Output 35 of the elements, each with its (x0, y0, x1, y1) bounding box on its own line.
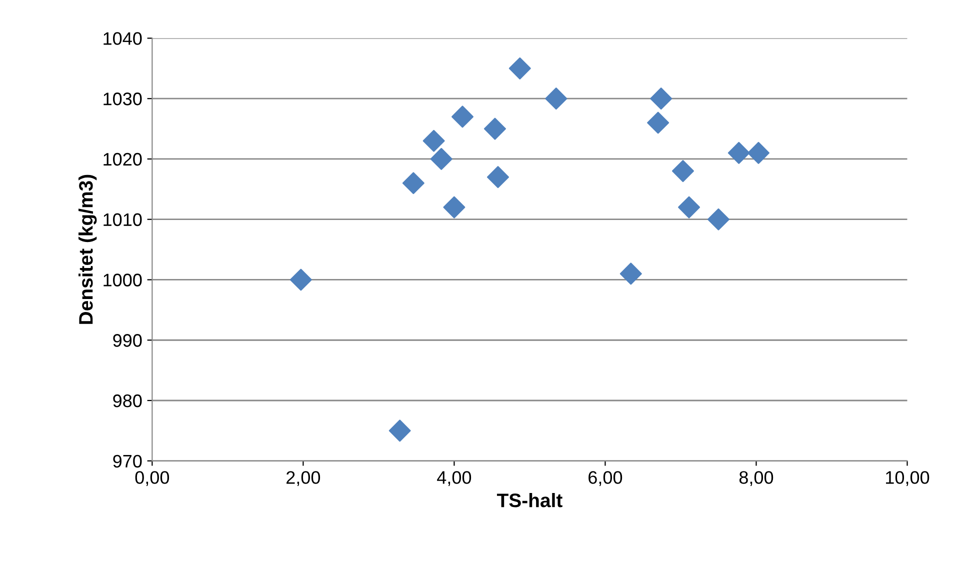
y-tick-label: 1020 (104, 152, 142, 166)
point (647, 112, 670, 134)
point (422, 130, 445, 152)
point (443, 196, 466, 218)
point (707, 208, 730, 230)
point (402, 172, 424, 194)
x-tick-label: 0,00 (135, 471, 170, 486)
point (452, 106, 474, 128)
x-tick-label: 8,00 (739, 471, 774, 486)
point (484, 118, 506, 140)
point (620, 262, 642, 285)
x-axis-title: TS-halt (496, 492, 562, 508)
x-tick-label: 6,00 (588, 471, 622, 486)
y-tick-label: 1010 (104, 213, 142, 226)
point (672, 160, 694, 182)
x-tick-label: 4,00 (437, 471, 472, 486)
x-tick-label: 10,00 (886, 471, 930, 486)
y-tick-label: 1000 (104, 274, 142, 286)
point (290, 268, 312, 291)
point (508, 57, 531, 80)
y-tick-label: 980 (113, 394, 142, 408)
y-tick-label: 1030 (104, 92, 142, 106)
point (728, 142, 750, 164)
point (650, 88, 672, 110)
point (747, 142, 770, 164)
x-tick-label: 2,00 (286, 471, 320, 486)
point (430, 148, 452, 170)
y-tick-label: 990 (113, 334, 142, 347)
point (388, 420, 411, 442)
point (545, 88, 568, 110)
point (486, 166, 509, 188)
y-axis-title: Densitet (kg/m3) (78, 174, 97, 324)
y-tick-label: 1040 (104, 32, 142, 45)
y-tick-label: 970 (113, 454, 142, 468)
point (678, 196, 700, 218)
